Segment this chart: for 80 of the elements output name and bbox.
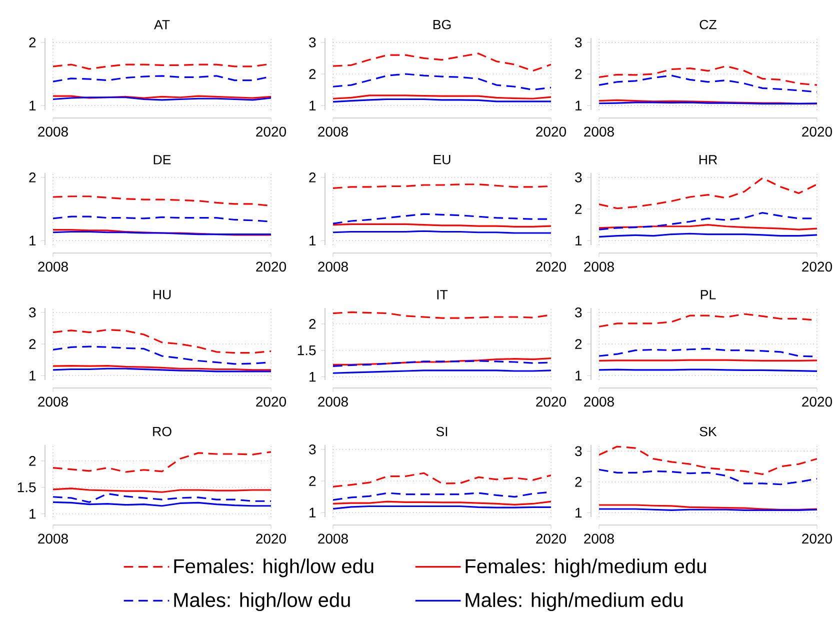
chart-title: IT (437, 290, 448, 300)
x-tick-label: 2020 (256, 126, 286, 137)
y-tick-label: 1 (576, 236, 582, 246)
x-tick-label: 2020 (802, 396, 832, 407)
x-tick-label: 2008 (584, 534, 614, 544)
y-tick-label: 3 (309, 444, 316, 454)
x-tick-label: 2008 (318, 534, 348, 544)
y-tick-label: 3 (575, 37, 582, 48)
x-tick-label: 2020 (802, 534, 832, 544)
y-tick-label: 2 (575, 339, 582, 349)
y-tick-label: 2 (575, 204, 582, 214)
y-tick-label: 2 (575, 477, 582, 487)
legend-label: Females: high/low edu (174, 558, 374, 578)
y-tick-label: 1 (30, 236, 36, 246)
legend-label: Males: high/medium edu (466, 592, 683, 612)
chart-title: SI (436, 426, 448, 436)
y-tick-label: 1.5 (18, 482, 36, 492)
y-tick-label: 1 (310, 372, 316, 382)
chart-title: CZ (700, 20, 716, 30)
y-tick-label: 3 (29, 307, 36, 318)
chart-title: SK (700, 426, 717, 436)
line-series (53, 492, 271, 503)
y-tick-label: 2 (29, 339, 36, 349)
legend-label: Males: high/low edu (174, 592, 350, 612)
x-tick-label: 2008 (38, 396, 68, 407)
y-tick-label: 2 (29, 172, 36, 182)
y-tick-label: 3 (575, 172, 582, 182)
y-tick-label: 1 (310, 236, 316, 246)
x-tick-label: 2008 (318, 126, 348, 137)
chart-title: PL (700, 290, 716, 300)
x-tick-label: 2020 (802, 262, 832, 272)
x-tick-label: 2008 (38, 534, 68, 544)
x-tick-label: 2020 (536, 262, 566, 272)
y-tick-label: 2 (575, 69, 582, 79)
line-series (53, 328, 271, 354)
y-tick-label: 2 (29, 456, 36, 466)
x-tick-label: 2020 (536, 396, 566, 407)
x-tick-label: 2008 (38, 126, 68, 137)
line-series (333, 472, 551, 488)
x-tick-label: 2020 (256, 262, 286, 272)
line-series (599, 74, 818, 93)
y-tick-label: 1 (310, 100, 316, 110)
chart-title: EU (434, 154, 450, 164)
x-tick-label: 2008 (318, 262, 348, 272)
line-series (599, 468, 817, 486)
y-tick-label: 1 (30, 509, 36, 519)
chart-title: HU (153, 290, 171, 300)
line-series (599, 177, 818, 210)
y-tick-label: 2 (309, 476, 316, 486)
chart-title: HR (699, 155, 718, 164)
y-tick-label: 3 (309, 37, 316, 48)
chart-title: BG (433, 20, 451, 30)
chart-title: DE (154, 155, 171, 164)
chart-title: RO (153, 426, 172, 436)
line-series (599, 65, 818, 86)
x-tick-label: 2008 (584, 262, 614, 272)
y-tick-label: 2 (29, 38, 36, 48)
x-tick-label: 2020 (536, 534, 566, 544)
y-tick-label: 2 (309, 319, 316, 329)
y-tick-label: 2 (309, 172, 316, 182)
y-tick-label: 3 (575, 307, 582, 318)
y-tick-label: 3 (575, 446, 582, 456)
x-tick-label: 2008 (584, 396, 614, 407)
x-tick-label: 2020 (802, 126, 832, 137)
y-tick-label: 1 (30, 370, 36, 380)
x-tick-label: 2020 (256, 396, 286, 407)
x-tick-label: 2008 (318, 396, 348, 407)
y-tick-label: 1.5 (298, 345, 316, 356)
y-tick-label: 1 (576, 100, 582, 110)
chart-title: AT (154, 20, 170, 30)
x-tick-label: 2008 (584, 126, 614, 137)
x-tick-label: 2020 (536, 126, 566, 137)
y-tick-label: 1 (310, 508, 316, 518)
y-tick-label: 1 (576, 370, 582, 380)
y-tick-label: 2 (309, 69, 316, 79)
legend-label: Females: high/medium edu (466, 558, 706, 578)
y-tick-label: 1 (30, 100, 36, 110)
x-tick-label: 2020 (256, 534, 286, 544)
y-tick-label: 1 (576, 508, 582, 518)
x-tick-label: 2008 (38, 262, 68, 272)
